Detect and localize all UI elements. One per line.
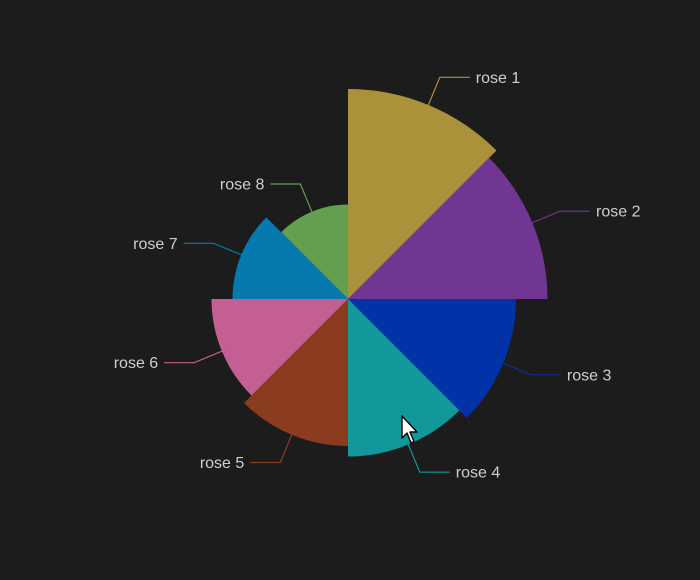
leader-line-4: [405, 438, 450, 473]
rose-slice-3[interactable]: [348, 299, 516, 418]
leader-line-8: [270, 183, 315, 218]
arrow-cursor-icon: [401, 415, 418, 444]
leader-line-3: [497, 360, 561, 376]
rose-slice-2[interactable]: [348, 157, 548, 299]
leader-line-7: [183, 242, 248, 258]
leader-lines-group: [164, 76, 590, 473]
leader-line-6: [164, 348, 228, 364]
slice-label-1: rose 1: [476, 70, 521, 87]
slice-label-8: rose 8: [220, 177, 265, 194]
rose-slice-8[interactable]: [281, 204, 348, 300]
labels-group: rose 1 rose 2 rose 3 rose 4 rose 5 rose 6 rose…: [114, 70, 641, 482]
slice-label-4: rose 4: [456, 465, 501, 482]
rose-slice-6[interactable]: [211, 299, 349, 396]
slice-label-6: rose 6: [114, 355, 159, 372]
slice-label-5: rose 5: [200, 455, 245, 472]
rose-slice-7[interactable]: [232, 217, 349, 299]
slice-label-3: rose 3: [567, 367, 612, 384]
leader-line-2: [526, 210, 590, 226]
leader-line-1: [425, 76, 470, 111]
rose-slice-5[interactable]: [244, 299, 348, 446]
slices-group: [211, 89, 548, 457]
leader-line-5: [250, 429, 295, 464]
rose-slice-4[interactable]: [348, 299, 460, 457]
rose-slice-1[interactable]: [348, 89, 497, 299]
slice-label-2: rose 2: [596, 204, 641, 221]
slice-label-7: rose 7: [133, 236, 178, 253]
